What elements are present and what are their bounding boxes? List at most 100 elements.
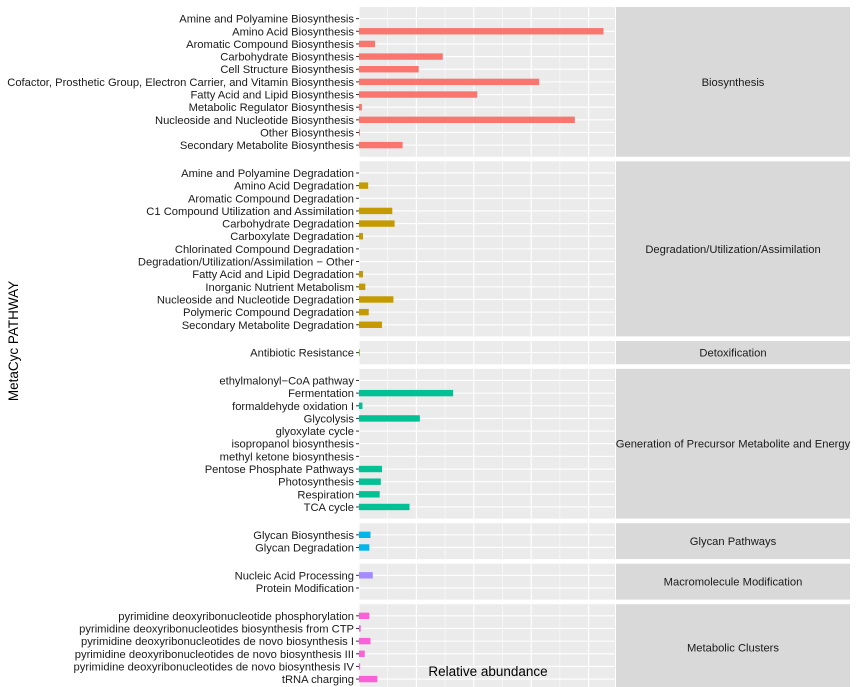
facet-strip-label: Macromolecule Modification (664, 577, 803, 589)
bar (359, 296, 394, 303)
bar (359, 572, 373, 579)
category-label: Protein Modification (256, 583, 354, 595)
facet-strip-label: Biosynthesis (702, 77, 765, 89)
category-label: Amine and Polyamine Biosynthesis (179, 14, 354, 26)
x-axis-title: Relative abundance (428, 664, 547, 679)
category-label: Aromatic Compound Degradation (188, 193, 354, 205)
category-label: Inorganic Nutrient Metabolism (205, 282, 354, 294)
category-label: Nucleoside and Nucleotide Biosynthesis (155, 115, 354, 127)
category-label: pyrimidine deoxyribonucleotides de novo … (75, 649, 354, 661)
bar (359, 66, 419, 73)
facet-strip (616, 563, 850, 600)
panel-background (359, 604, 615, 687)
category-label: ethylmalonyl−CoA pathway (219, 375, 354, 387)
bar (359, 103, 362, 111)
category-label: isopropanol biosynthesis (231, 439, 354, 451)
bar (359, 478, 381, 485)
category-label: pyrimidine deoxyribonucleotides de novo … (74, 661, 355, 673)
bar (359, 389, 454, 397)
facet-strip-label: Detoxification (699, 348, 766, 360)
facet-panel (358, 523, 615, 560)
bar (359, 78, 540, 86)
category-label: Antibiotic Resistance (250, 348, 354, 360)
bar (359, 91, 478, 98)
category-label: Glycan Biosynthesis (253, 530, 354, 542)
category-label: Photosynthesis (278, 477, 354, 489)
bar (359, 116, 575, 124)
facet-strip (616, 161, 850, 337)
category-label: Nucleoside and Nucleotide Degradation (157, 294, 354, 306)
facet-strip-label: Generation of Precursor Metabolite and E… (616, 439, 851, 451)
category-label: Chlorinated Compound Degradation (175, 244, 354, 256)
category-label: Amino Acid Degradation (234, 181, 354, 193)
category-label: Aromatic Compound Biosynthesis (186, 39, 354, 51)
bar (359, 182, 369, 189)
category-label: Cell Structure Biosynthesis (220, 64, 354, 76)
bar (359, 129, 360, 136)
category-label: glyoxylate cycle (276, 426, 354, 438)
facet-strip (616, 7, 850, 157)
category-label: Secondary Metabolite Biosynthesis (180, 140, 355, 152)
bar (359, 40, 376, 48)
category-label: Polymeric Compound Degradation (183, 307, 354, 319)
category-label: Carbohydrate Degradation (222, 219, 354, 231)
bar (359, 233, 364, 240)
category-label: formaldehyde oxidation I (232, 401, 354, 413)
bar (359, 270, 364, 278)
category-label: pyrimidine deoxyribonucleotide phosphory… (118, 611, 354, 623)
category-label: Carbohydrate Biosynthesis (220, 52, 354, 64)
facet-panel (358, 341, 615, 365)
bar (359, 465, 382, 473)
category-labels: Amine and Polyamine Biosynthesis Amino Ac… (7, 14, 359, 686)
category-label: pyrimidine deoxyribonucleotides de novo … (81, 636, 354, 648)
bar (359, 544, 370, 551)
facet-panel (358, 7, 615, 157)
facet-panel (358, 161, 615, 337)
bar (359, 612, 370, 620)
bar (359, 220, 395, 227)
category-label: Pentose Phosphate Pathways (205, 464, 355, 476)
bar (359, 283, 366, 291)
facet-strip-label: Degradation/Utilization/Assimilation (645, 244, 820, 256)
bar (359, 28, 604, 35)
bar (359, 625, 361, 632)
category-label: Glycan Degradation (255, 542, 354, 554)
facet-panel (358, 563, 615, 600)
facet-panel (358, 368, 615, 519)
panel-background (359, 563, 615, 600)
bar (359, 402, 363, 409)
category-label: Glycolysis (304, 413, 355, 425)
bar (359, 491, 380, 498)
bar (359, 637, 371, 645)
category-label: Metabolic Regulator Biosynthesis (189, 102, 355, 114)
y-axis-title: MetaCyc PATHWAY (6, 281, 21, 401)
facet-strip-label: Metabolic Clusters (687, 642, 779, 654)
category-label: C1 Compound Utilization and Assimilation (146, 206, 354, 218)
category-label: Fatty Acid and Lipid Biosynthesis (190, 90, 354, 102)
facet-strip (616, 523, 850, 560)
panel-background (359, 523, 615, 560)
facet-panel (358, 604, 615, 687)
bar (359, 415, 420, 422)
bar (359, 531, 371, 539)
category-label: pyrimidine deoxyribonucleotides biosynth… (79, 623, 354, 635)
bar (359, 503, 410, 511)
facet-strip (616, 341, 850, 365)
bar (359, 308, 369, 316)
category-label: Nucleic Acid Processing (235, 570, 354, 582)
bar (359, 53, 443, 60)
bar (359, 663, 361, 670)
facet-strip-label: Glycan Pathways (690, 536, 777, 548)
category-label: TCA cycle (304, 502, 354, 514)
category-label: Fatty Acid and Lipid Degradation (192, 269, 354, 281)
category-label: Carboxylate Degradation (230, 231, 354, 243)
facet-panels (358, 7, 615, 687)
category-label: Secondary Metabolite Degradation (182, 320, 354, 332)
facet-strips: Biosynthesis Degradation/Utilization/Assi… (616, 7, 851, 687)
bar (359, 675, 378, 683)
bar (359, 141, 403, 149)
facet-strip (616, 368, 850, 519)
bar (359, 207, 393, 215)
category-label: Amine and Polyamine Degradation (181, 168, 354, 180)
